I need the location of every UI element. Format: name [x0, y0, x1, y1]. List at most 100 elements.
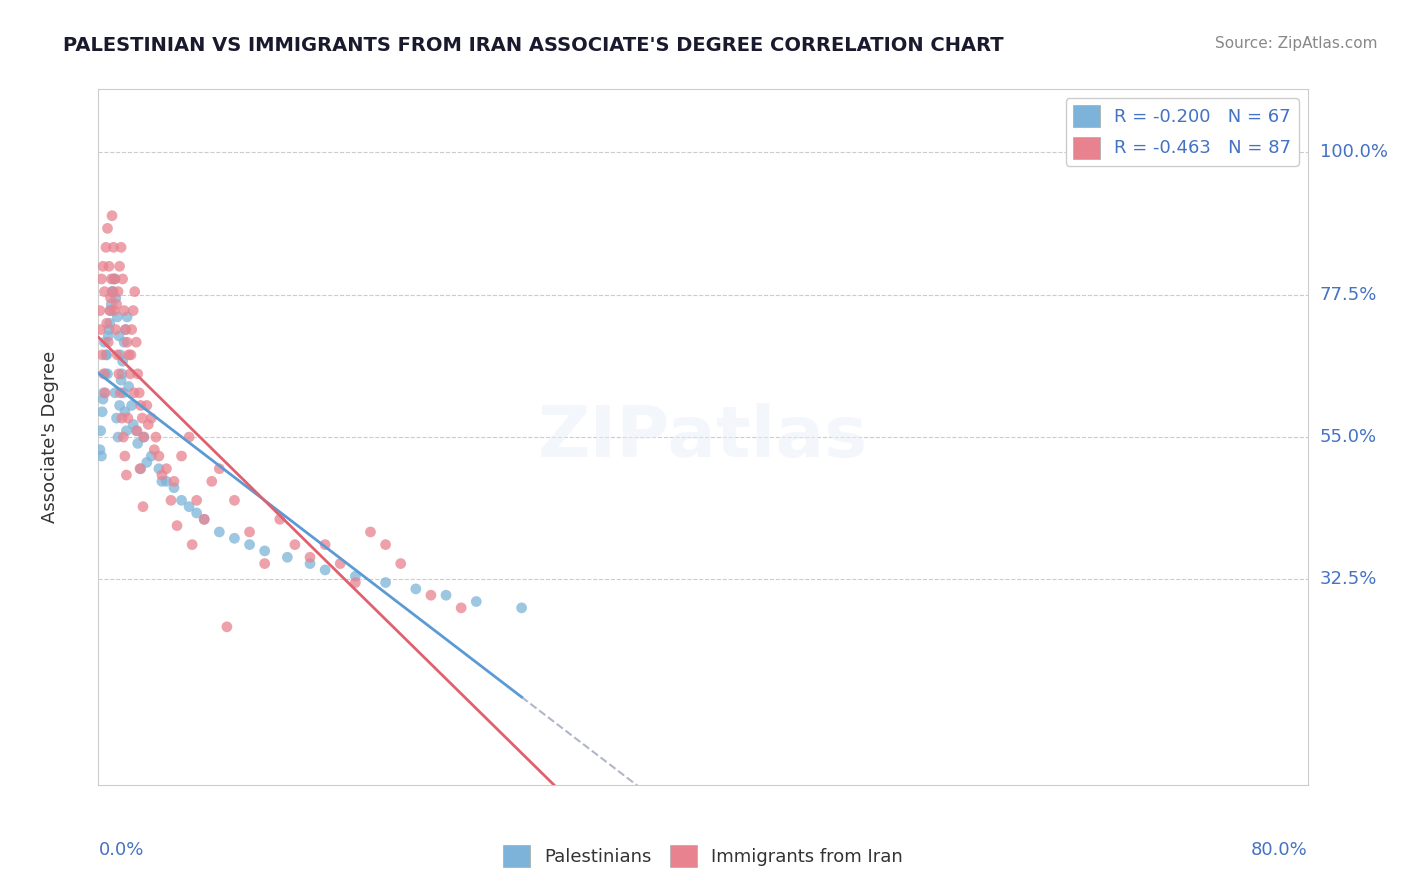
- Point: [100, 303, 122, 318]
- Point: [160, 493, 183, 508]
- Point: [299, 557, 322, 571]
- Point: [112, 430, 135, 444]
- Point: [90, 424, 112, 438]
- Point: [155, 461, 177, 475]
- Point: [108, 367, 131, 381]
- Point: [141, 411, 163, 425]
- Point: [100, 291, 122, 305]
- Point: [253, 544, 276, 558]
- Point: [117, 411, 139, 425]
- Point: [239, 524, 262, 539]
- Point: [121, 399, 143, 413]
- Point: [115, 468, 138, 483]
- Point: [101, 285, 124, 299]
- Point: [112, 303, 135, 318]
- Point: [135, 399, 157, 413]
- Point: [122, 303, 145, 318]
- Point: [163, 481, 186, 495]
- Point: [105, 310, 128, 324]
- Point: [110, 385, 132, 400]
- Point: [465, 594, 488, 608]
- Point: [434, 588, 457, 602]
- Point: [108, 260, 131, 274]
- Point: [90, 449, 112, 463]
- Point: [97, 329, 120, 343]
- Point: [155, 475, 177, 489]
- Point: [276, 550, 298, 565]
- Point: [215, 620, 238, 634]
- Point: [132, 430, 155, 444]
- Point: [239, 538, 262, 552]
- Point: [98, 260, 121, 274]
- Point: [96, 367, 118, 381]
- Point: [129, 461, 152, 475]
- Point: [97, 335, 120, 350]
- Point: [224, 531, 246, 545]
- Point: [170, 493, 193, 508]
- Point: [145, 430, 167, 444]
- Point: [96, 348, 118, 362]
- Point: [193, 512, 215, 526]
- Text: 80.0%: 80.0%: [1251, 840, 1308, 859]
- Point: [374, 538, 396, 552]
- Point: [360, 524, 382, 539]
- Point: [115, 424, 138, 438]
- Point: [90, 322, 112, 336]
- Point: [110, 240, 132, 254]
- Point: [105, 411, 128, 425]
- Point: [131, 411, 153, 425]
- Point: [93, 367, 115, 381]
- Point: [314, 563, 336, 577]
- Point: [96, 316, 118, 330]
- Point: [89, 303, 111, 318]
- Point: [91, 405, 114, 419]
- Point: [299, 550, 322, 565]
- Point: [120, 367, 142, 381]
- Point: [132, 500, 155, 514]
- Point: [100, 272, 122, 286]
- Point: [94, 240, 117, 254]
- Point: [90, 272, 112, 286]
- Point: [150, 475, 173, 489]
- Point: [314, 538, 336, 552]
- Point: [114, 449, 136, 463]
- Point: [100, 297, 122, 311]
- Point: [420, 588, 443, 602]
- Point: [284, 538, 307, 552]
- Point: [112, 335, 135, 350]
- Point: [181, 538, 204, 552]
- Point: [253, 557, 276, 571]
- Point: [96, 221, 118, 235]
- Point: [98, 303, 121, 318]
- Point: [201, 475, 224, 489]
- Point: [101, 285, 124, 299]
- Point: [163, 475, 186, 489]
- Point: [150, 468, 173, 483]
- Point: [170, 449, 193, 463]
- Point: [179, 500, 201, 514]
- Point: [111, 411, 134, 425]
- Point: [224, 493, 246, 508]
- Point: [450, 600, 472, 615]
- Point: [186, 506, 208, 520]
- Point: [374, 575, 396, 590]
- Point: [122, 385, 145, 400]
- Point: [132, 430, 155, 444]
- Point: [105, 348, 128, 362]
- Point: [143, 442, 166, 457]
- Point: [110, 348, 132, 362]
- Point: [93, 385, 115, 400]
- Point: [115, 310, 138, 324]
- Point: [111, 272, 134, 286]
- Point: [135, 455, 157, 469]
- Point: [124, 285, 146, 299]
- Point: [120, 348, 142, 362]
- Point: [111, 354, 134, 368]
- Point: [110, 373, 132, 387]
- Legend: Palestinians, Immigrants from Iran: Palestinians, Immigrants from Iran: [496, 838, 910, 874]
- Point: [98, 322, 121, 336]
- Point: [389, 557, 412, 571]
- Point: [107, 285, 129, 299]
- Point: [94, 348, 117, 362]
- Point: [179, 430, 201, 444]
